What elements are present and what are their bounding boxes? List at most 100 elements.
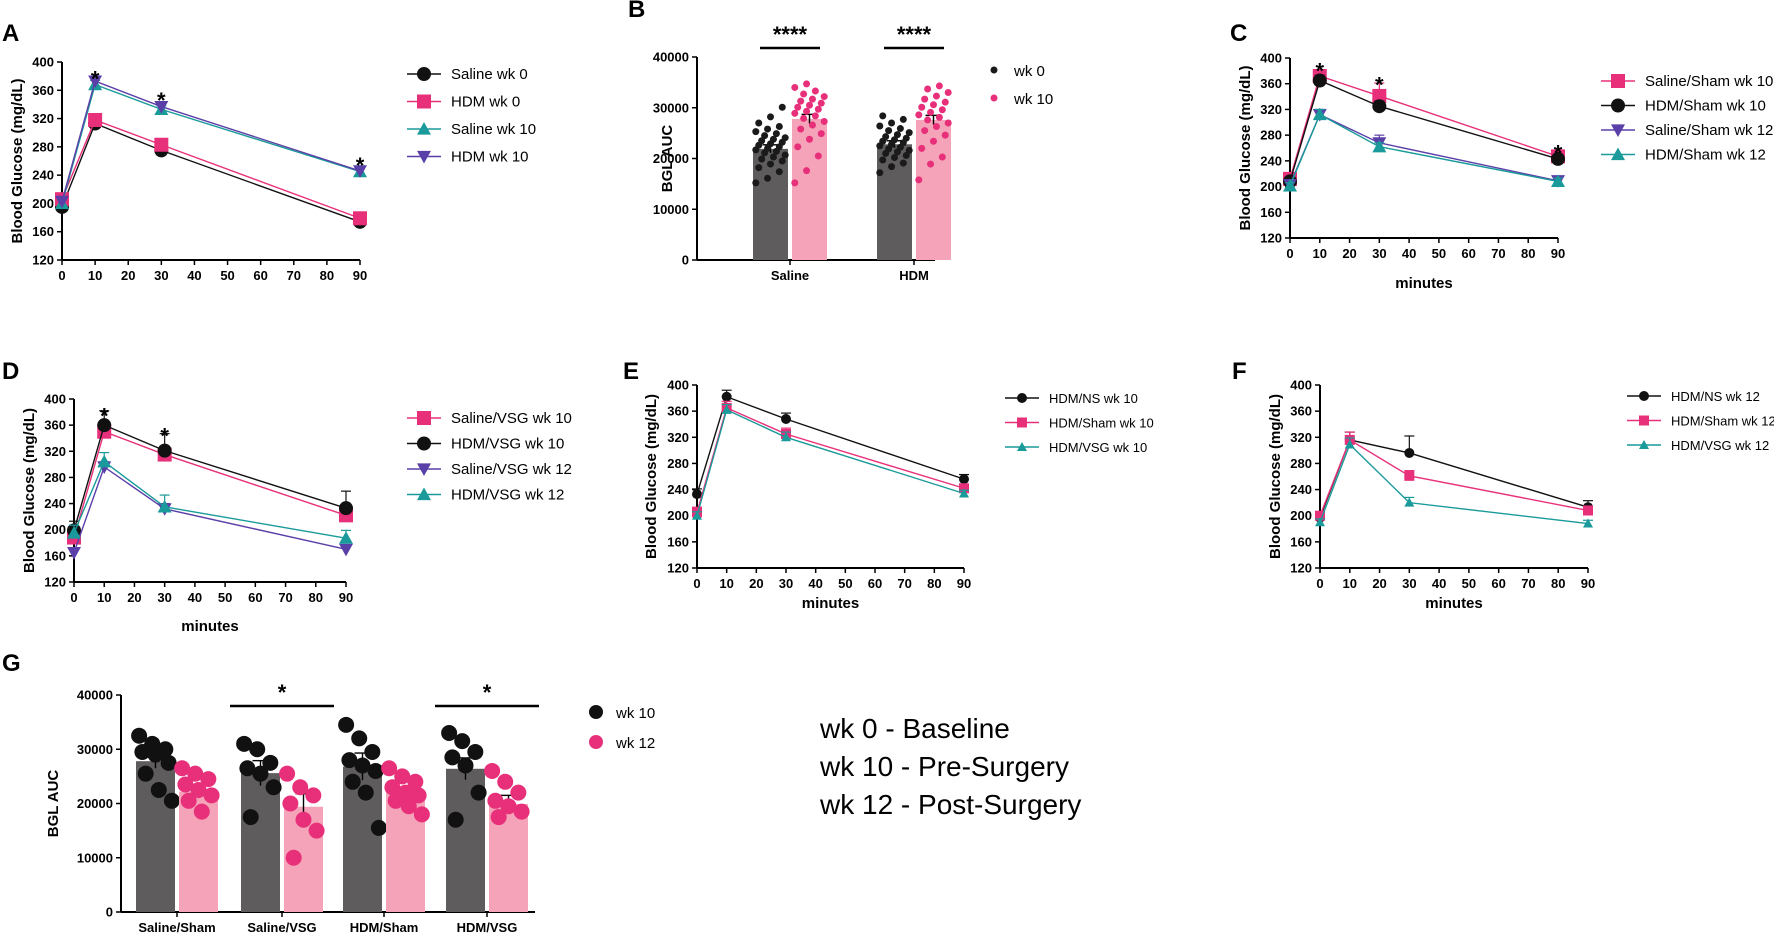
y-tick-label: 240 (1290, 482, 1312, 497)
x-tick-label: 40 (1402, 246, 1416, 261)
data-point (915, 176, 923, 184)
x-tick-label: 90 (1581, 576, 1595, 591)
x-tick-label: 60 (868, 576, 882, 591)
series-2 (55, 77, 367, 210)
chart-g: G 0 10000 20000 30000 40000 BGL AUC Saline/Sham… (2, 650, 655, 935)
bar (241, 773, 280, 912)
significance-label: **** (897, 22, 932, 47)
series-line (73, 424, 347, 531)
y-tick-label: 400 (1260, 51, 1282, 66)
data-point (147, 746, 164, 763)
bar-group (791, 80, 828, 260)
y-tick-label: 0 (106, 905, 113, 920)
data-point (959, 474, 969, 485)
data-point (157, 499, 172, 513)
x-axis-label: minutes (802, 595, 860, 612)
data-point (775, 168, 783, 176)
legend-marker (417, 67, 431, 81)
x-tick-label: 30 (1402, 576, 1416, 591)
x-tick-label: 70 (287, 268, 301, 283)
series-1 (67, 410, 353, 538)
significance-star: * (1375, 73, 1384, 98)
y-tick-label: 30000 (77, 742, 113, 757)
data-point (1404, 497, 1415, 507)
y-tick-label: 400 (667, 378, 689, 393)
legend-label: HDM/Sham wk 10 (1049, 416, 1154, 431)
y-tick-label: 160 (1290, 534, 1312, 549)
legend-label: HDM/Sham wk 12 (1645, 147, 1766, 164)
series-3 (55, 75, 367, 209)
legend-marker (1017, 442, 1027, 451)
series-line (61, 119, 361, 219)
y-tick-label: 240 (44, 496, 66, 511)
data-point (814, 152, 822, 160)
x-tick-label: 70 (897, 576, 911, 591)
data-point (454, 733, 471, 750)
data-point (1315, 517, 1325, 527)
y-tick-label: 200 (44, 522, 66, 537)
bar-group (381, 760, 430, 912)
data-point (341, 752, 358, 769)
series-2 (1283, 108, 1565, 192)
x-tick-label: 70 (278, 590, 292, 605)
data-point (888, 119, 896, 127)
y-axis-label: Blood Glucose (mg/dL) (1267, 394, 1284, 559)
series-2 (1315, 437, 1593, 528)
chart-c: C 120 160 200 240 280 320 360 400 0 10 20 30 40 50 60 70… (1230, 20, 1773, 292)
data-point (924, 116, 932, 124)
data-point (905, 146, 913, 154)
x-tick-label: 20 (121, 268, 135, 283)
legend-label: wk 0 (1013, 63, 1045, 80)
data-point (879, 112, 887, 120)
y-axis-label: Blood Glucose (mg/dL) (21, 408, 38, 573)
data-point (305, 787, 322, 804)
data-point (902, 151, 910, 159)
legend-marker (1017, 393, 1027, 403)
data-point (1344, 439, 1355, 449)
y-tick-label: 20000 (77, 796, 113, 811)
x-tick-label: 40 (188, 590, 202, 605)
data-point (918, 103, 926, 111)
data-point (775, 123, 783, 131)
legend-marker (1639, 440, 1649, 449)
data-point (959, 488, 969, 498)
series-line (73, 460, 347, 539)
x-tick-label: 30 (779, 576, 793, 591)
data-point (921, 95, 929, 103)
data-point (876, 122, 884, 130)
data-point (820, 117, 828, 125)
x-tick-label: 10 (1313, 246, 1327, 261)
legend-marker (417, 463, 431, 476)
x-tick-label: 50 (1432, 246, 1446, 261)
data-point (808, 95, 816, 103)
data-point (295, 811, 312, 828)
y-tick-label: 400 (1290, 378, 1312, 393)
data-point (265, 779, 282, 796)
legend-marker (1611, 98, 1625, 113)
data-point (772, 130, 780, 138)
data-point (794, 143, 802, 151)
note-line: wk 10 - Pre-Surgery (819, 751, 1069, 782)
significance-star: * (1554, 141, 1563, 166)
data-point (387, 792, 404, 809)
data-point (800, 114, 808, 122)
data-point (791, 109, 799, 117)
data-point (803, 80, 811, 88)
y-tick-label: 360 (44, 418, 66, 433)
x-tick-label: 0 (1316, 576, 1323, 591)
y-tick-label: 400 (44, 392, 66, 407)
x-tick-label: 90 (339, 590, 353, 605)
y-tick-label: 320 (1260, 102, 1282, 117)
data-point (891, 136, 898, 144)
x-tick-label: 0 (70, 590, 77, 605)
legend-label: HDM wk 10 (451, 149, 529, 166)
x-tick-label: 10 (97, 590, 111, 605)
data-point (236, 735, 253, 752)
data-point (364, 743, 381, 760)
data-point (791, 179, 799, 187)
series-line (1289, 75, 1559, 180)
data-point (876, 169, 884, 177)
data-point (344, 773, 361, 790)
x-tick-label: 20 (1342, 246, 1356, 261)
